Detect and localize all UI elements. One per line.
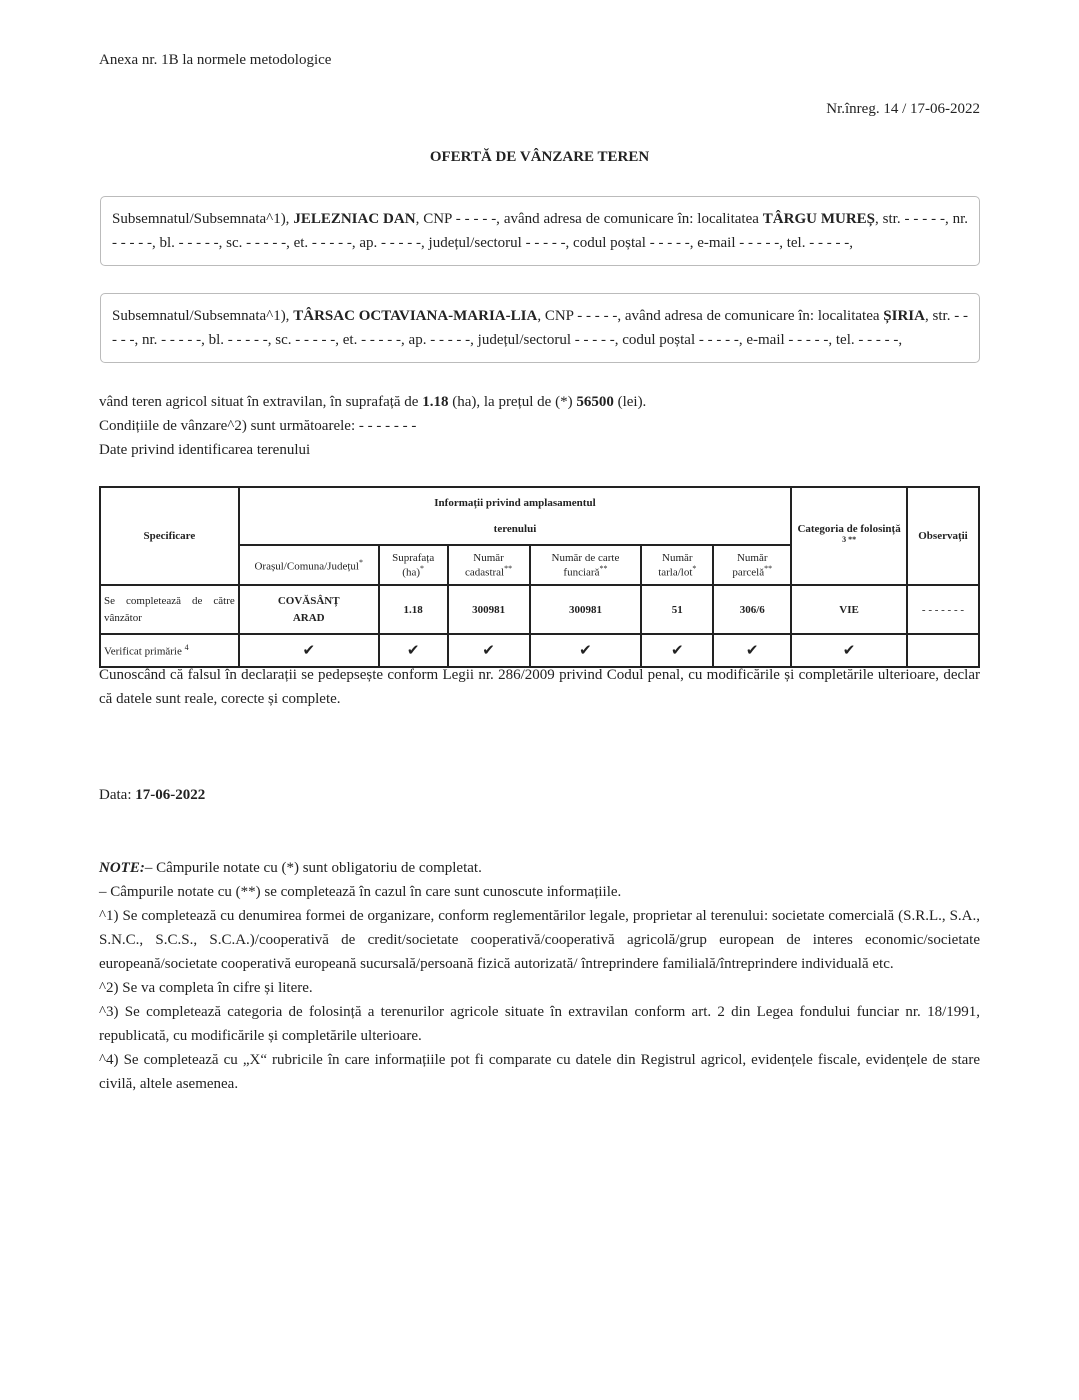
seller-locality: ȘIRIA [883, 308, 925, 324]
row-label: Se completează de către vânzător [99, 584, 240, 635]
subheader-cadastral: Număr cadastral** [446, 544, 531, 586]
sale-price: 56500 [576, 394, 614, 410]
subheader-locality: Orașul/Comuna/Județul* [237, 544, 380, 586]
cell-area: 1.18 [377, 584, 449, 635]
note-6: ^4) Se completează cu „X“ rubricile în c… [99, 1052, 980, 1092]
cell-land-book: 300981 [528, 584, 643, 635]
subheader-sup: * [420, 563, 425, 573]
sale-text: (lei). [613, 394, 647, 410]
identification-heading: Date privind identificarea terenului [99, 442, 311, 458]
seller-text: , CNP - - - - -, având adresa de comunic… [537, 308, 884, 324]
check-icon: ✔ [446, 633, 531, 668]
cell-empty [905, 633, 981, 668]
seller-label: Subsemnatul/Subsemnata^1), [112, 211, 294, 227]
page-title: OFERTĂ DE VÂNZARE TEREN [429, 149, 650, 165]
locality: COVĂSÂNȚ [277, 594, 340, 607]
sale-area: 1.18 [422, 394, 449, 410]
land-table: Specificare Informații privind amplasame… [99, 486, 981, 668]
seller-box-1: Subsemnatul/Subsemnata^1), JELEZNIAC DAN… [100, 196, 980, 266]
subheader-label: Suprafața (ha) [392, 551, 435, 579]
seller-name: TÂRSAC OCTAVIANA-MARIA-LIA [293, 308, 538, 324]
header-info-line2: terenului [493, 523, 537, 535]
note-2: – Câmpurile notate cu (**) se completeaz… [99, 884, 622, 900]
header-specificare: Specificare [99, 486, 240, 586]
row-label: Verificat primărie 4 [99, 633, 240, 668]
header-info: Informații privind amplasamentul terenulu… [237, 486, 793, 546]
declaration: Cunoscând că falsul în declarații se ped… [99, 667, 980, 707]
check-icon: ✔ [790, 633, 908, 668]
subheader-land-book: Număr de carte funciară** [528, 544, 643, 586]
annex-label: Anexa nr. 1B la normele metodologice [99, 52, 332, 68]
subheader-sup: ** [764, 563, 773, 573]
check-icon: ✔ [237, 633, 380, 668]
seller-label: Subsemnatul/Subsemnata^1), [112, 308, 294, 324]
seller-text: , CNP - - - - -, având adresa de comunic… [415, 211, 763, 227]
check-icon: ✔ [528, 633, 643, 668]
check-icon: ✔ [712, 633, 793, 668]
header-observations: Observații [905, 486, 981, 586]
cell-lot: 51 [640, 584, 715, 635]
note-text: – Câmpurile notate cu (*) sunt obligator… [144, 860, 482, 876]
seller-address: , str. - - - - -, nr. - - - - -, bl. - -… [112, 308, 968, 348]
seller-name: JELEZNIAC DAN [293, 211, 416, 227]
table-row: Verificat primărie 4 ✔ ✔ ✔ ✔ ✔ ✔ ✔ [99, 633, 981, 668]
note-5: ^3) Se completează categoria de folosinț… [99, 1004, 980, 1044]
cell-category: VIE [790, 584, 908, 635]
seller-address: , str. - - - - -, nr. - - - - -, bl. - -… [112, 211, 969, 251]
header-category-sup: 3 ** [842, 534, 857, 544]
check-icon: ✔ [640, 633, 715, 668]
subheader-label: Număr parcelă [732, 551, 768, 579]
subheader-lot: Număr tarla/lot* [640, 544, 715, 586]
subheader-sup: * [692, 563, 697, 573]
conditions: Condițiile de vânzare^2) sunt următoarel… [99, 418, 417, 434]
note-4: ^2) Se va completa în cifre și litere. [99, 980, 313, 996]
date-line: Data: 17-06-2022 [99, 783, 205, 807]
subheader-sup: ** [599, 563, 608, 573]
check-icon: ✔ [377, 633, 449, 668]
sale-text: vând teren agricol situat în extravilan,… [99, 394, 423, 410]
header-category-label: Categoria de folosință [797, 522, 901, 535]
cell-observations: - - - - - - - [905, 584, 981, 635]
row-label-text: Verificat primărie [104, 645, 182, 658]
sale-text: (ha), la prețul de (*) [448, 394, 577, 410]
registration-number: Nr.înreg. 14 / 17-06-2022 [826, 101, 980, 117]
cell-locality: COVĂSÂNȚ ARAD [237, 584, 380, 635]
seller-box-2: Subsemnatul/Subsemnata^1), TÂRSAC OCTAVI… [100, 293, 980, 363]
header-info-line1: Informații privind amplasamentul [434, 497, 596, 509]
note-3: ^1) Se completează cu denumirea formei d… [99, 908, 980, 972]
subheader-label: Număr cadastral [465, 551, 505, 579]
row-label-sup: 4 [184, 643, 189, 653]
sale-statement: vând teren agricol situat în extravilan,… [99, 390, 646, 414]
seller-locality: TÂRGU MUREȘ [762, 211, 876, 227]
cell-parcel: 306/6 [712, 584, 793, 635]
header-category: Categoria de folosință 3 ** [790, 486, 908, 586]
subheader-sup: ** [504, 563, 513, 573]
date-label: Data: [99, 787, 136, 803]
cell-cadastral: 300981 [446, 584, 531, 635]
note-1: NOTE:– Câmpurile notate cu (*) sunt obli… [99, 856, 980, 880]
date-value: 17-06-2022 [135, 787, 206, 803]
county: ARAD [292, 611, 325, 624]
subheader-sup: * [358, 557, 363, 567]
subheader-area: Suprafața (ha)* [377, 544, 449, 586]
table-row: Se completează de către vânzător COVĂSÂN… [99, 584, 981, 635]
notes: NOTE:– Câmpurile notate cu (*) sunt obli… [99, 856, 980, 1096]
subheader-label: Număr tarla/lot [658, 551, 693, 579]
subheader-label: Număr de carte funciară [551, 551, 620, 579]
subheader-label: Orașul/Comuna/Județul [254, 560, 359, 573]
subheader-parcel: Număr parcelă** [712, 544, 793, 586]
notes-label: NOTE: [99, 860, 145, 876]
